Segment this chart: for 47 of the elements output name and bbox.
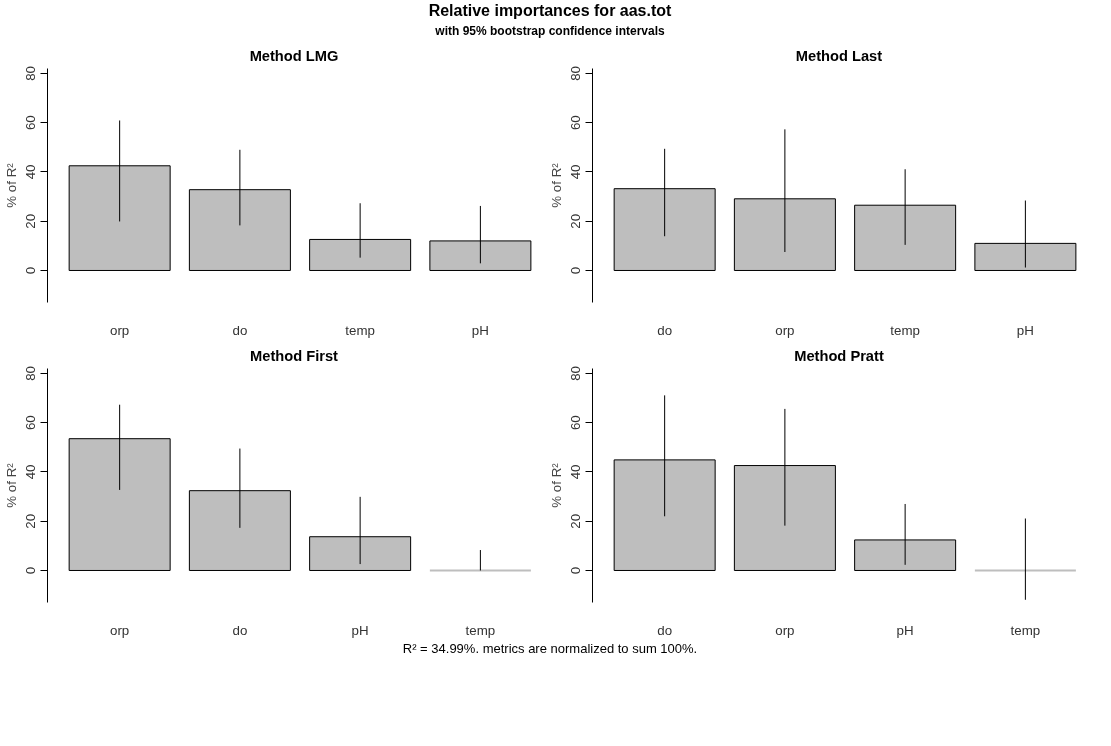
text: R² = 34.99%. metrics are normalized to sum 100%. [402, 640, 698, 658]
y-axis-title: % of R² [548, 162, 564, 208]
y-tick-label: 80 [568, 366, 584, 381]
text: with 95% bootstrap confidence intervals [435, 22, 665, 40]
x-tick-label: do [657, 622, 673, 638]
y-tick-label: 20 [23, 213, 39, 229]
y-tick-label: 60 [568, 115, 584, 131]
text: Relative importances for aas.tot [428, 1, 672, 21]
y-tick-label: 60 [568, 415, 584, 431]
y-tick-label: 0 [23, 566, 39, 575]
x-tick-label: pH [896, 622, 914, 638]
y-tick-label: 0 [23, 266, 39, 275]
y-tick-label: 60 [23, 415, 39, 431]
y-axis-title: % of R² [548, 462, 564, 508]
x-tick-label: pH [351, 622, 369, 638]
y-tick-label: 40 [23, 164, 39, 180]
y-axis-title: % of R² [3, 462, 19, 508]
y-tick-label: 0 [568, 266, 584, 275]
x-tick-label: temp [465, 622, 496, 638]
y-tick-label: 20 [23, 513, 39, 529]
x-tick-label: do [232, 322, 248, 338]
x-tick-label: orp [775, 622, 795, 638]
y-tick-label: 40 [23, 464, 39, 480]
y-tick-label: 80 [568, 66, 584, 81]
y-tick-label: 80 [23, 366, 39, 381]
x-tick-label: do [657, 322, 673, 338]
chart-title: Method Pratt [794, 347, 884, 364]
chart-title: Method Last [795, 47, 883, 64]
x-tick-label: temp [890, 322, 920, 338]
x-tick-label: do [232, 622, 248, 638]
x-tick-label: pH [1016, 322, 1034, 338]
y-tick-label: 80 [23, 66, 39, 81]
y-tick-label: 0 [568, 566, 584, 575]
x-tick-label: orp [110, 622, 130, 638]
y-tick-label: 60 [23, 115, 39, 131]
x-tick-label: orp [775, 322, 795, 338]
y-tick-label: 40 [568, 164, 584, 180]
chart-title: Method First [250, 347, 339, 364]
y-tick-label: 20 [568, 513, 584, 529]
x-tick-label: temp [1010, 622, 1041, 638]
x-tick-label: pH [471, 322, 489, 338]
y-tick-label: 20 [568, 213, 584, 229]
chart-title: Method LMG [249, 47, 339, 64]
y-axis-title: % of R² [3, 162, 19, 208]
x-tick-label: orp [110, 322, 130, 338]
y-tick-label: 40 [568, 464, 584, 480]
x-tick-label: temp [345, 322, 375, 338]
